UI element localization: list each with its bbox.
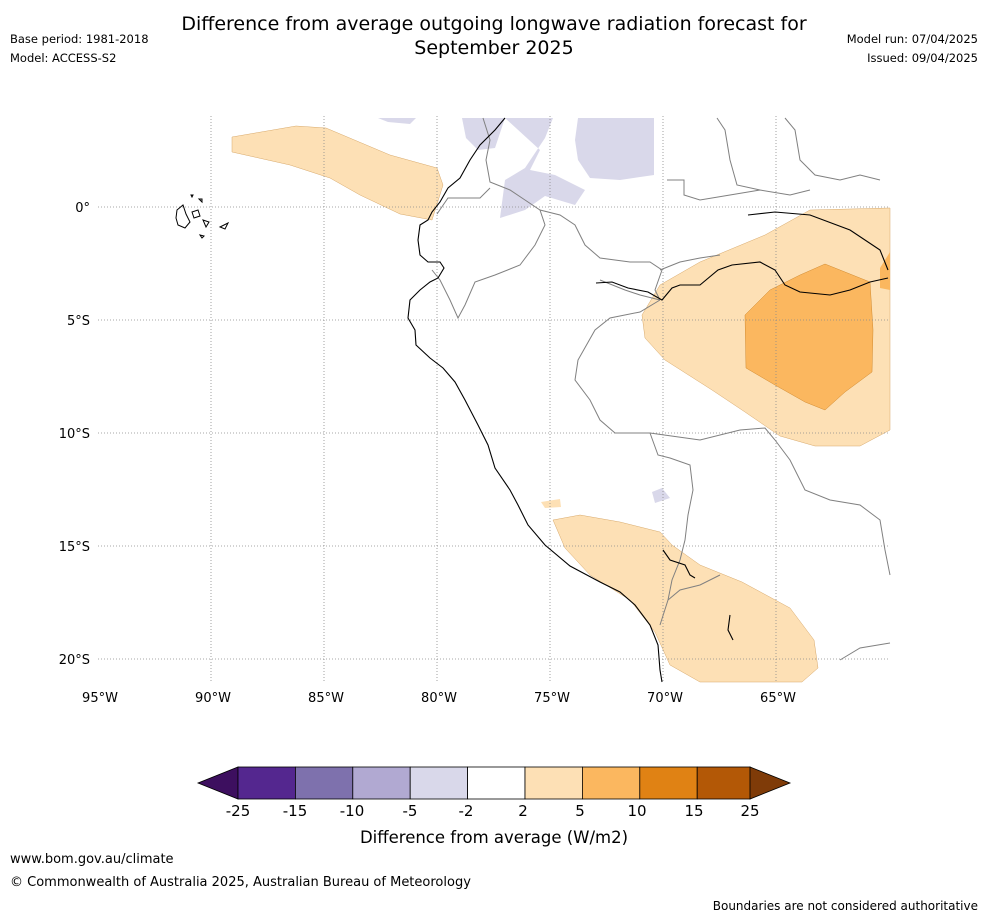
anomaly-positive-moderate-amazon: [744, 263, 874, 411]
anomaly-negative-weak-patch: [652, 488, 670, 503]
cb-tick-0: -25: [226, 802, 251, 820]
colorbar-swatch-9: [696, 766, 751, 800]
cb-tick-5: 2: [518, 802, 528, 820]
lon-tick-labels: 95°W 90°W 85°W 80°W 75°W 70°W 65°W: [82, 691, 796, 706]
colorbar-swatch-5: [467, 766, 526, 800]
lon-label-65w: 65°W: [760, 691, 796, 706]
lat-label-15s: 15°S: [59, 540, 90, 555]
cb-tick-1: -15: [283, 802, 308, 820]
gridlines: [98, 116, 890, 682]
anomaly-positive-moderate-east: [880, 252, 890, 290]
colorbar-extend-high: [749, 766, 792, 800]
footer-copyright: © Commonwealth of Australia 2025, Austra…: [10, 875, 471, 890]
anomaly-fills: [231, 118, 891, 683]
lat-label-5s: 5°S: [67, 314, 90, 329]
colorbar-label: Difference from average (W/m2): [360, 828, 628, 847]
colorbar-ticks: -25 -15 -10 -5 -2 2 5 10 15 25: [226, 802, 760, 820]
cb-tick-7: 10: [627, 802, 646, 820]
meta-left: Base period: 1981-2018 Model: ACCESS-S2: [10, 30, 149, 68]
lon-label-95w: 95°W: [82, 691, 118, 706]
title-line-1: Difference from average outgoing longwav…: [181, 13, 807, 35]
lon-label-90w: 90°W: [195, 691, 231, 706]
colorbar-swatch-1: [237, 766, 296, 800]
base-period: Base period: 1981-2018: [10, 32, 149, 46]
colorbar-extend-low: [196, 766, 239, 800]
colorbar-swatch-2: [294, 766, 354, 800]
chart-title: Difference from average outgoing longwav…: [0, 12, 988, 60]
lon-label-80w: 80°W: [421, 691, 457, 706]
cb-tick-3: -5: [403, 802, 418, 820]
coastlines: [407, 117, 889, 683]
issued-date: Issued: 09/04/2025: [867, 51, 978, 65]
anomaly-positive-weak-pacific: [231, 125, 444, 221]
meta-right: Model run: 07/04/2025 Issued: 09/04/2025: [847, 30, 978, 68]
lat-label-10s: 10°S: [59, 427, 90, 442]
anomaly-negative-weak-north-4: [378, 118, 416, 124]
lat-label-20s: 20°S: [59, 653, 90, 668]
anomaly-positive-weak-south: [552, 514, 819, 683]
lon-label-85w: 85°W: [308, 691, 344, 706]
cb-tick-8: 15: [684, 802, 703, 820]
cb-tick-4: -2: [459, 802, 474, 820]
colorbar-swatch-3: [352, 766, 411, 800]
country-borders: [431, 117, 891, 661]
colorbar-swatch-8: [639, 766, 698, 800]
colorbar-swatch-4: [409, 766, 469, 800]
lon-label-75w: 75°W: [534, 691, 570, 706]
model-run: Model run: 07/04/2025: [846, 32, 978, 46]
islands: [175, 194, 230, 239]
cb-tick-6: 5: [575, 802, 585, 820]
model-name: Model: ACCESS-S2: [10, 51, 117, 65]
footer-url: www.bom.gov.au/climate: [10, 852, 174, 867]
colorbar-swatch-6: [524, 766, 583, 800]
cb-tick-2: -10: [340, 802, 365, 820]
anomaly-negative-weak-north-1: [462, 118, 505, 150]
title-line-2: September 2025: [414, 37, 574, 59]
lat-tick-labels: 0° 5°S 10°S 15°S 20°S: [59, 201, 90, 668]
anomaly-positive-weak-patch: [541, 499, 561, 508]
footer-disclaimer: Boundaries are not considered authoritat…: [712, 899, 978, 913]
lat-label-0: 0°: [75, 201, 90, 216]
lon-label-70w: 70°W: [647, 691, 683, 706]
colorbar: [196, 766, 792, 800]
anomaly-negative-weak-north-3: [575, 118, 654, 180]
colorbar-swatch-7: [582, 766, 641, 800]
anomaly-negative-weak-north-2: [500, 118, 585, 218]
cb-tick-9: 25: [740, 802, 759, 820]
